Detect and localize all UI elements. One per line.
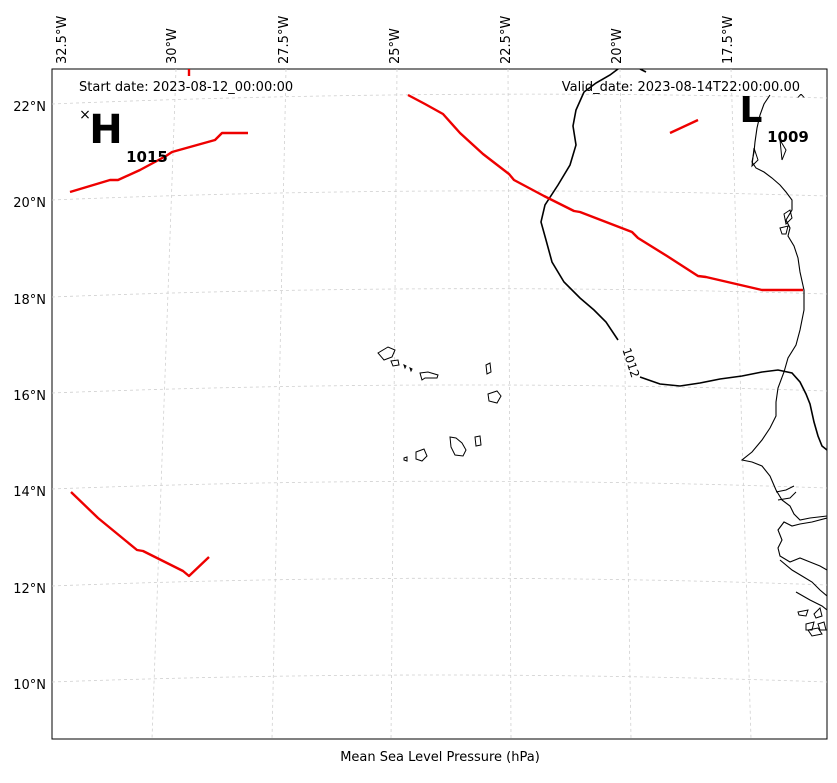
low-center-marker: ^ [796,92,806,106]
front-line-central [407,93,803,292]
isobar-1012-east [639,369,827,451]
lon-tick-label: 25°W [388,28,403,64]
low-center-value: 1009 [767,128,809,146]
lon-tick-label: 27.5°W [277,16,292,64]
valid-date-label: Valid_date: 2023-08-14T22:00:00.00 [562,80,800,95]
lon-tick-label: 17.5°W [721,16,736,64]
lon-tick-label: 20°W [610,28,625,64]
africa-coast-south [777,517,827,611]
lon-tick-label: 30°W [165,28,180,64]
africa-coastline [740,94,827,521]
lon-tick-label: 22.5°W [499,16,514,64]
isobar-tip [639,69,647,73]
high-center-symbol: H [89,107,122,153]
latitude-ticks: 22°N 20°N 18°N 16°N 14°N 12°N 10°N [13,100,46,693]
cape-verde-islands [377,346,502,462]
low-center-symbol: L [740,90,763,131]
longitude-ticks: 32.5°W 30°W 27.5°W 25°W 22.5°W 20°W 17.5… [55,16,736,64]
front-line-north-west [69,131,248,194]
lat-tick-label: 10°N [13,678,46,693]
lat-tick-label: 18°N [13,293,46,308]
front-lines [69,69,803,578]
lat-tick-label: 12°N [13,582,46,597]
front-line-north-east [669,118,699,135]
x-axis-label: Mean Sea Level Pressure (hPa) [340,750,540,765]
lat-tick-label: 20°N [13,196,46,211]
graticule [52,69,827,739]
lat-tick-label: 16°N [13,389,46,404]
high-center-marker: × [79,107,91,123]
lon-tick-label: 32.5°W [55,16,70,64]
plot-frame [51,68,828,740]
start-date-label: Start date: 2023-08-12_00:00:00 [79,80,293,95]
coast-islets [751,139,827,637]
gambia-river [775,485,797,501]
isobar-1012 [540,69,619,341]
front-line-south-west [70,491,210,578]
high-center-value: 1015 [126,148,168,166]
lat-tick-label: 14°N [13,485,46,500]
lat-tick-label: 22°N [13,100,46,115]
